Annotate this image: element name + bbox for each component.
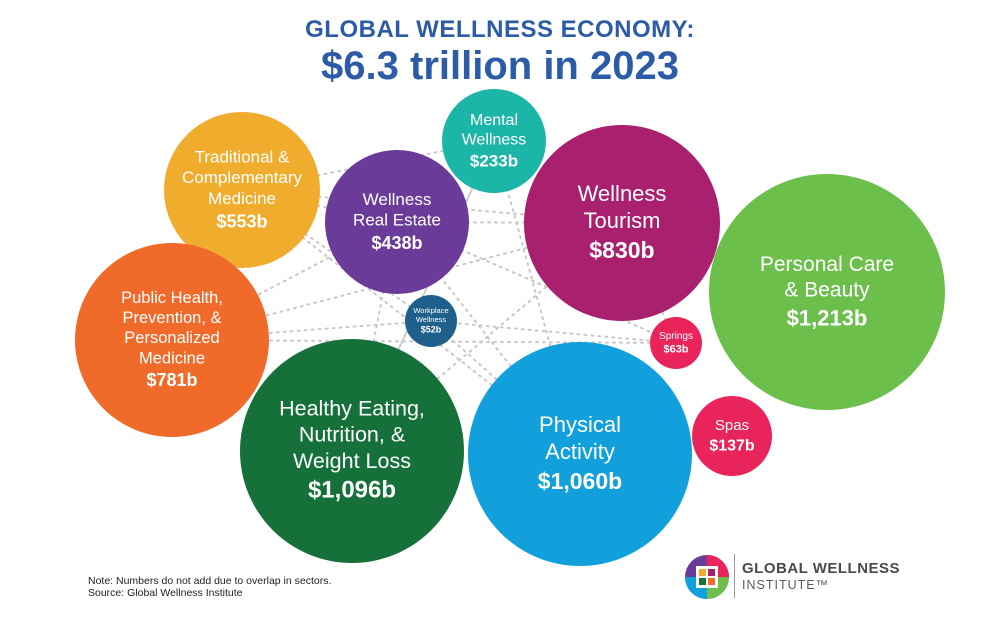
bubble-label: Traditional &	[195, 147, 290, 166]
gwi-logo: GLOBAL WELLNESS INSTITUTE™	[682, 552, 942, 602]
bubble-value: $1,213b	[787, 306, 868, 331]
bubble-springs: Springs $63b	[650, 317, 702, 369]
connector-line	[351, 140, 495, 452]
bubble-value: $137b	[709, 438, 755, 455]
bubble-value: $52b	[421, 324, 442, 334]
bubble-label: Wellness	[578, 181, 667, 206]
bubble-circle-personal-care	[709, 174, 945, 410]
connector-line	[430, 320, 677, 344]
bubble-mental: Mental Wellness $233b	[442, 89, 546, 193]
bubble-value: $553b	[216, 211, 267, 231]
bubble-value: $1,060b	[538, 468, 622, 494]
bubble-value: $438b	[371, 233, 422, 253]
bubble-value: $781b	[146, 370, 197, 390]
bubble-label: Springs	[659, 331, 693, 342]
bubble-label: Prevention, &	[122, 309, 221, 327]
bubble-label: Wellness	[363, 190, 432, 209]
bubble-label: Workplace	[413, 306, 448, 315]
bubble-value: $830b	[589, 237, 654, 263]
bubble-healthy-eating: Healthy Eating, Nutrition, &Weight Loss $1…	[240, 339, 464, 563]
bubble-label: Complementary	[182, 168, 302, 187]
bubble-label: & Beauty	[784, 279, 870, 302]
bubble-circle-traditional	[164, 112, 320, 268]
bubble-circle-physical-activity	[468, 342, 692, 566]
bubble-real-estate: Wellness Real Estate $438b	[325, 150, 469, 294]
bubble-label: Physical	[539, 412, 621, 437]
connector-line	[493, 140, 581, 455]
bubble-label: Medicine	[139, 349, 205, 367]
bubble-value: $233b	[470, 151, 518, 170]
bubble-circle-springs	[650, 317, 702, 369]
bubble-traditional: Traditional & Complementary Medicine $553b	[164, 112, 320, 268]
bubble-label: Public Health,	[121, 289, 223, 307]
logo-name: GLOBAL WELLNESS	[742, 560, 901, 577]
bubble-label: Spas	[715, 417, 749, 434]
bubble-personal-care: Personal Care & Beauty $1,213b	[709, 174, 945, 410]
bubble-circle-public-health	[75, 243, 269, 437]
bubble-value: $1,096b	[308, 477, 396, 504]
bubble-label: Wellness	[462, 131, 527, 148]
logo-divider	[734, 554, 735, 598]
chart-note: Note: Numbers do not add due to overlap …	[88, 575, 331, 599]
bubble-label: Real Estate	[353, 211, 441, 230]
logo-subtitle: INSTITUTE™	[742, 578, 830, 592]
chart-title-line1: GLOBAL WELLNESS ECONOMY:	[305, 16, 695, 43]
bubble-label: Healthy Eating,	[279, 396, 425, 420]
connector-line	[241, 189, 398, 223]
bubble-circle-spas	[692, 396, 772, 476]
bubble-circle-workplace	[405, 295, 457, 347]
source-line: Source: Global Wellness Institute	[88, 587, 243, 599]
bubble-label: Medicine	[208, 189, 276, 208]
bubble-label: Personalized	[124, 329, 219, 347]
bubble-label: Activity	[545, 439, 615, 464]
bubble-circle-healthy-eating	[240, 339, 464, 563]
bubble-spas: Spas $137b	[692, 396, 772, 476]
bubble-label: Wellness	[416, 315, 447, 324]
bubble-label: Weight Loss	[293, 449, 411, 473]
bubble-label: Mental	[470, 112, 518, 129]
note-line: Note: Numbers do not add due to overlap …	[88, 575, 332, 587]
bubble-public-health: Public Health, Prevention, & Personalized M…	[75, 243, 269, 437]
bubble-label: Personal Care	[760, 253, 894, 276]
bubble-label: Nutrition, &	[299, 423, 405, 447]
bubble-value: $63b	[663, 344, 688, 356]
bubbles: Traditional & Complementary Medicine $553b W…	[75, 89, 945, 566]
bubble-circle-real-estate	[325, 150, 469, 294]
bubble-circle-mental	[442, 89, 546, 193]
gwi-logo-icon	[685, 555, 729, 599]
chart-title-line2: $6.3 trillion in 2023	[321, 44, 679, 88]
bubble-label: Tourism	[583, 208, 660, 233]
bubble-circle-tourism	[524, 125, 720, 321]
